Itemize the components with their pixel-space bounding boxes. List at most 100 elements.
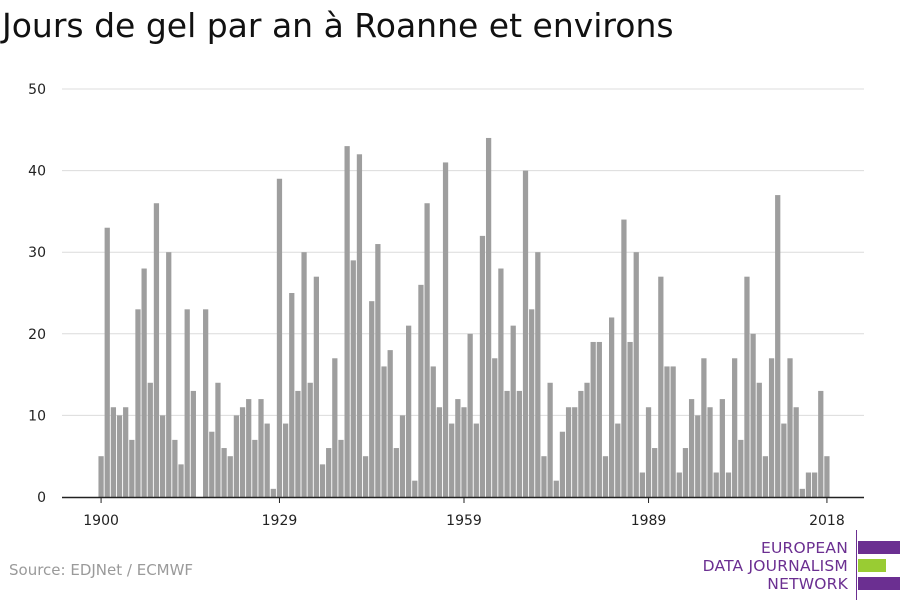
bar-1917 bbox=[203, 309, 209, 497]
bar-1981 bbox=[596, 341, 602, 497]
source-note: Source: EDJNet / ECMWF bbox=[9, 561, 194, 579]
bar-1949 bbox=[399, 415, 406, 497]
gridlines bbox=[62, 88, 864, 416]
bar-1959 bbox=[461, 407, 467, 497]
bar-2014 bbox=[799, 488, 805, 497]
bar-1990 bbox=[652, 448, 658, 497]
bar-2001 bbox=[719, 399, 725, 497]
bar-2010 bbox=[775, 195, 781, 497]
bar-2007 bbox=[756, 382, 762, 497]
bar-1948 bbox=[393, 448, 399, 497]
bar-1915 bbox=[190, 390, 196, 497]
bar-1911 bbox=[166, 252, 172, 497]
x-tick-label: 1929 bbox=[262, 513, 298, 529]
edjnet-logo[interactable]: EUROPEAN DATA JOURNALISM NETWORK bbox=[700, 530, 900, 600]
bar-1982 bbox=[602, 456, 609, 497]
bar-1929 bbox=[276, 178, 283, 497]
bar-1950 bbox=[406, 325, 412, 497]
bar-2006 bbox=[750, 333, 756, 497]
bar-1943 bbox=[362, 456, 369, 497]
bar-1979 bbox=[584, 382, 590, 497]
bar-1986 bbox=[627, 341, 633, 497]
bar-1942 bbox=[356, 154, 363, 497]
bar-1977 bbox=[572, 407, 578, 497]
bar-2005 bbox=[744, 276, 750, 497]
bar-2002 bbox=[725, 472, 732, 497]
bar-1993 bbox=[670, 366, 676, 497]
bar-1956 bbox=[442, 162, 449, 497]
logo-text-line-1: EUROPEAN bbox=[760, 539, 848, 557]
logo-purple-bar-bottom bbox=[858, 577, 900, 590]
bar-1921 bbox=[227, 456, 233, 497]
bar-1910 bbox=[159, 415, 166, 497]
bar-2012 bbox=[787, 358, 793, 497]
bar-1954 bbox=[430, 366, 436, 497]
bar-1991 bbox=[658, 276, 664, 497]
bar-1920 bbox=[221, 448, 227, 497]
y-tick-label: 10 bbox=[28, 408, 46, 424]
bar-2013 bbox=[793, 407, 799, 497]
bar-1984 bbox=[615, 423, 621, 497]
y-tick-label: 40 bbox=[28, 164, 46, 180]
bar-1951 bbox=[412, 480, 418, 497]
bar-1975 bbox=[559, 431, 566, 497]
bar-1935 bbox=[313, 276, 319, 497]
bar-1961 bbox=[473, 423, 479, 497]
logo-text-line-3: NETWORK bbox=[767, 575, 848, 593]
bar-1963 bbox=[485, 137, 492, 497]
bar-1912 bbox=[172, 439, 178, 497]
bar-1903 bbox=[116, 415, 123, 497]
bar-1964 bbox=[492, 358, 498, 497]
bar-1932 bbox=[295, 390, 301, 497]
bar-1923 bbox=[239, 407, 246, 497]
bar-1987 bbox=[633, 252, 639, 497]
bar-1907 bbox=[141, 268, 147, 497]
bar-1925 bbox=[252, 439, 258, 497]
bar-1926 bbox=[258, 399, 264, 497]
bar-1940 bbox=[344, 146, 350, 497]
chart-title: Jours de gel par an à Roanne et environs bbox=[2, 6, 674, 45]
bar-1945 bbox=[375, 244, 381, 497]
bar-1989 bbox=[645, 407, 652, 497]
bar-1957 bbox=[449, 423, 455, 497]
bar-1936 bbox=[319, 464, 326, 497]
bar-1924 bbox=[246, 399, 252, 497]
x-tick-label: 1989 bbox=[631, 513, 667, 529]
bar-2008 bbox=[762, 456, 769, 497]
bar-1966 bbox=[504, 390, 510, 497]
bar-1995 bbox=[682, 448, 689, 497]
bar-1906 bbox=[135, 309, 141, 497]
bar-1941 bbox=[350, 260, 356, 497]
y-axis-ticks: 0 10 20 30 40 50 bbox=[28, 82, 46, 506]
bar-2018 bbox=[824, 456, 830, 497]
logo-text-line-2: DATA JOURNALISM bbox=[702, 557, 848, 575]
bar-1931 bbox=[289, 293, 295, 497]
bar-1988 bbox=[639, 472, 646, 497]
bar-1914 bbox=[184, 309, 190, 497]
bar-2009 bbox=[768, 358, 775, 497]
bar-1939 bbox=[338, 439, 344, 497]
bar-1953 bbox=[424, 203, 430, 498]
bar-1934 bbox=[307, 382, 313, 497]
y-tick-label: 50 bbox=[28, 82, 46, 98]
bar-1976 bbox=[565, 407, 572, 497]
bar-2011 bbox=[781, 423, 787, 497]
y-tick-label: 0 bbox=[37, 490, 46, 506]
bar-1983 bbox=[609, 317, 615, 497]
bar-1972 bbox=[541, 456, 547, 497]
bar-1965 bbox=[498, 268, 504, 497]
bar-1937 bbox=[326, 448, 332, 497]
bar-1968 bbox=[516, 390, 522, 497]
bar-1955 bbox=[436, 407, 443, 497]
bar-1933 bbox=[301, 252, 307, 497]
bar-2015 bbox=[805, 472, 812, 497]
bar-1913 bbox=[178, 464, 184, 497]
x-axis-ticks: 1900 1929 1959 1989 2018 bbox=[83, 497, 845, 529]
bar-1930 bbox=[282, 423, 289, 497]
logo-green-bar bbox=[858, 559, 886, 572]
bars bbox=[98, 137, 830, 498]
x-tick-label: 2018 bbox=[809, 513, 845, 529]
bar-1900 bbox=[98, 456, 104, 497]
bar-1985 bbox=[621, 219, 627, 497]
bar-2004 bbox=[738, 439, 744, 497]
